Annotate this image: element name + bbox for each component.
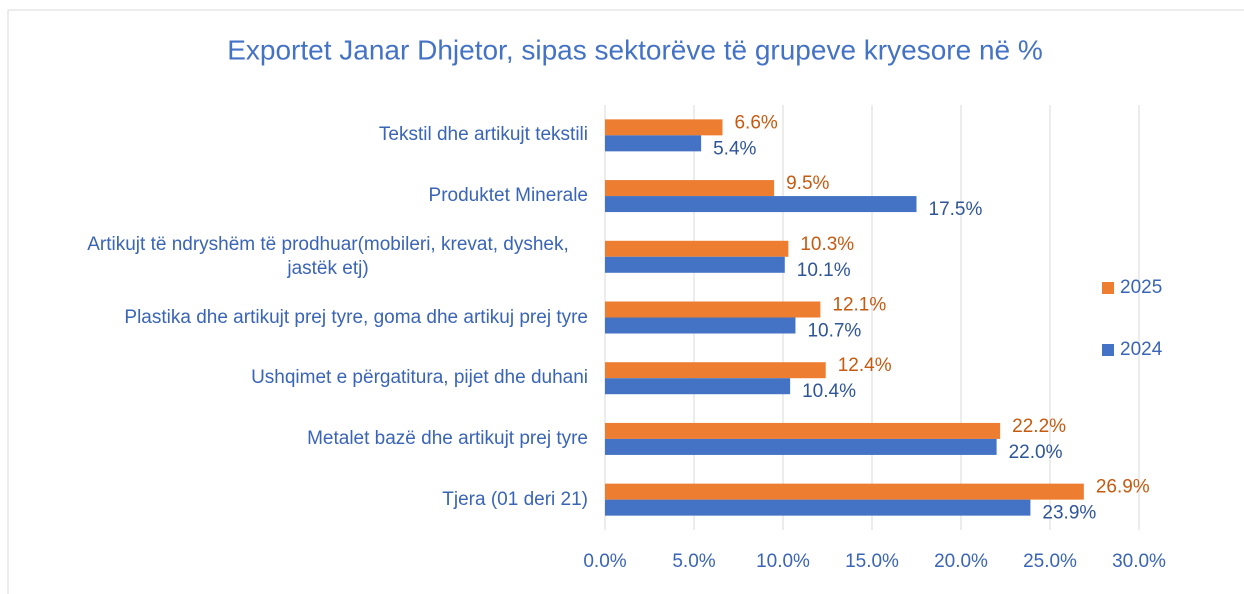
category-label-box: Artikujt të ndryshëm të prodhuar(mobiler… (0, 233, 588, 281)
data-label: 9.5% (786, 173, 829, 194)
data-label: 10.3% (800, 234, 854, 255)
bar (605, 499, 1031, 516)
x-tick-label: 10.0% (756, 551, 810, 572)
data-label: 10.1% (797, 260, 851, 281)
data-label: 22.2% (1012, 416, 1066, 437)
bar (605, 180, 775, 197)
data-label: 12.1% (832, 295, 886, 316)
data-label: 6.6% (734, 112, 777, 133)
data-label: 12.4% (838, 355, 892, 376)
bar (605, 483, 1084, 500)
bar (605, 438, 997, 455)
category-label-box: Metalet bazë dhe artikujt prej tyre (0, 427, 588, 451)
x-tick-label: 0.0% (583, 551, 626, 572)
y-tick-label: Tekstil dhe artikujt tekstili (378, 124, 588, 146)
category-label-box: Tekstil dhe artikujt tekstili (0, 123, 588, 147)
bar (605, 135, 702, 152)
bar (605, 256, 785, 273)
bar (605, 422, 1001, 439)
x-tick-label: 20.0% (934, 551, 988, 572)
y-tick-label: Produktet Minerale (428, 185, 588, 207)
legend-label: 2025 (1120, 277, 1162, 298)
bar (605, 378, 791, 395)
data-label: 10.4% (802, 381, 856, 402)
x-tick-label: 15.0% (845, 551, 899, 572)
x-tick-label: 25.0% (1023, 551, 1077, 572)
x-tick-label: 30.0% (1112, 551, 1166, 572)
y-tick-label: Plastika dhe artikujt prej tyre, goma dh… (124, 306, 588, 328)
bar (605, 240, 789, 257)
data-label: 10.7% (807, 321, 861, 342)
bar (605, 362, 826, 379)
y-tick-label: Artikujt të ndryshëm të prodhuar(mobiler… (87, 233, 569, 279)
bar (605, 119, 723, 136)
legend-swatch (1102, 282, 1114, 294)
bar (605, 196, 917, 213)
chart-frame (7, 9, 1244, 594)
category-label-box: Ushqimet e përgatitura, pijet dhe duhani (0, 366, 588, 390)
category-label-box: Plastika dhe artikujt prej tyre, goma dh… (0, 306, 588, 330)
data-label: 17.5% (929, 199, 983, 220)
legend-label: 2024 (1120, 339, 1163, 360)
data-label: 22.0% (1009, 442, 1063, 463)
x-tick-label: 5.0% (672, 551, 715, 572)
y-tick-label: Tjera (01 deri 21) (442, 488, 588, 510)
y-tick-label: Ushqimet e përgatitura, pijet dhe duhani (251, 367, 588, 389)
chart-title: Exportet Janar Dhjetor, sipas sektorëve … (227, 34, 1043, 65)
legend-swatch (1102, 344, 1114, 356)
bar (605, 317, 796, 334)
data-label: 5.4% (713, 138, 756, 159)
category-label-box: Tjera (01 deri 21) (0, 488, 588, 512)
y-tick-label: Metalet bazë dhe artikujt prej tyre (307, 427, 588, 449)
bar (605, 301, 821, 318)
data-label: 26.9% (1096, 477, 1150, 498)
data-label: 23.9% (1042, 503, 1096, 524)
category-label-box: Produktet Minerale (0, 184, 588, 208)
